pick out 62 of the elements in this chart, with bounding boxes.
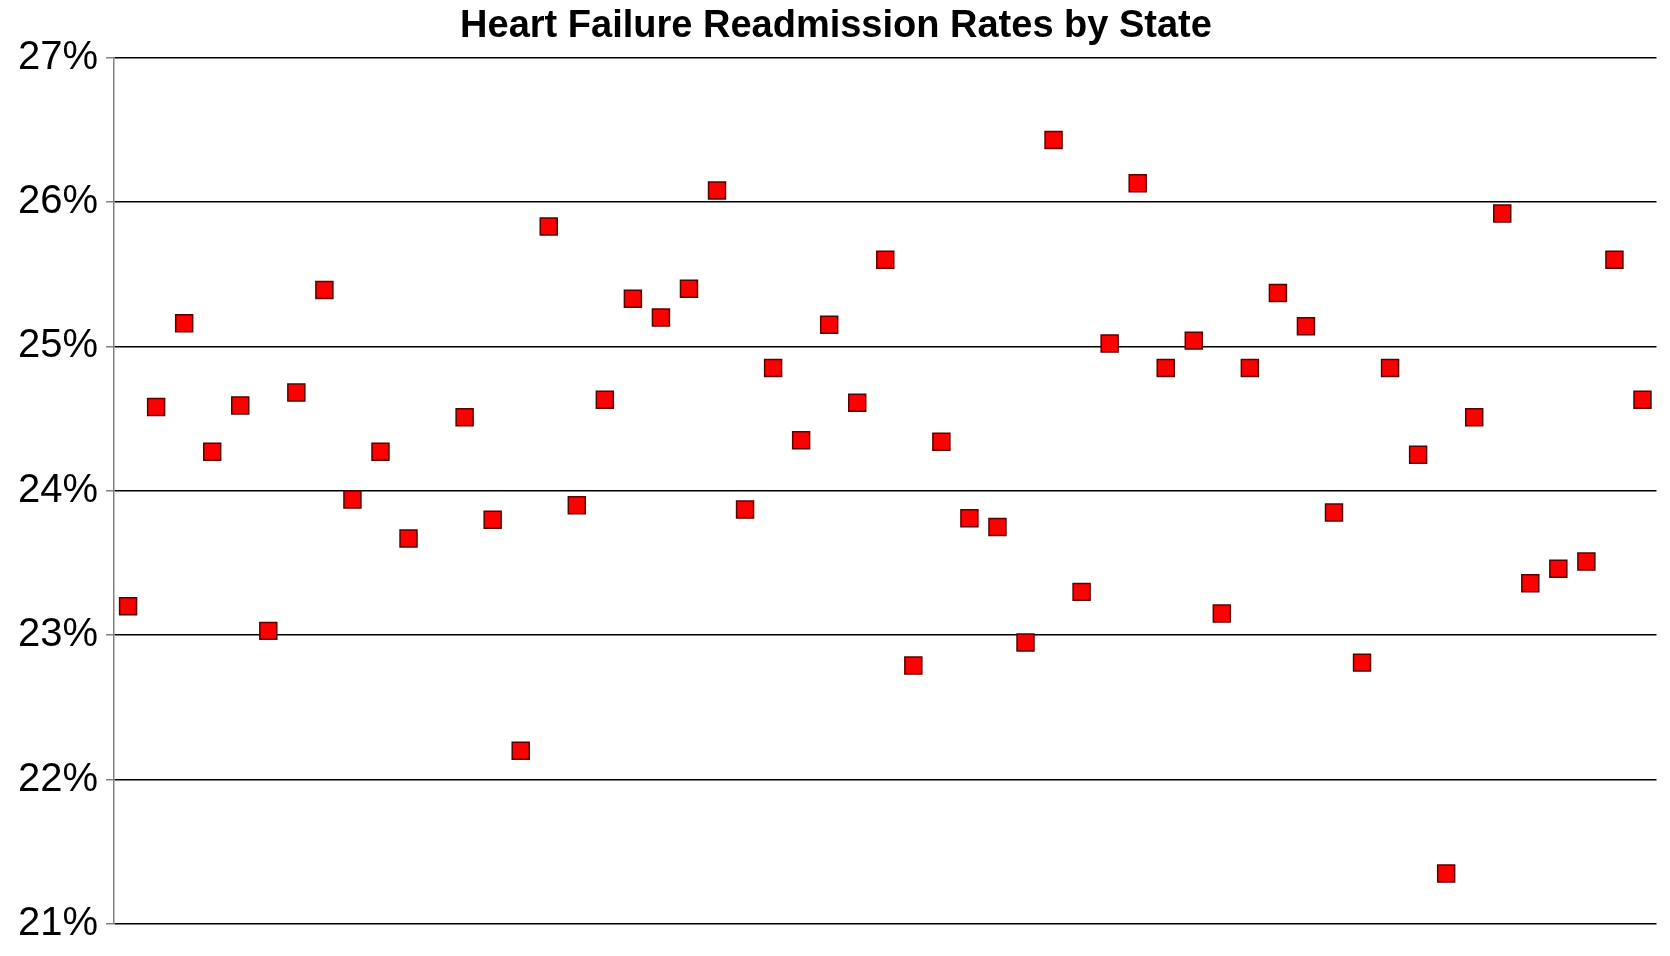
point (1352, 653, 1372, 672)
point (343, 490, 362, 509)
point (623, 289, 643, 308)
point (819, 315, 839, 334)
point (511, 741, 530, 760)
point (1521, 573, 1540, 593)
point (1044, 130, 1063, 150)
point (1072, 582, 1091, 602)
point (287, 383, 306, 402)
point (1436, 864, 1456, 883)
point (932, 432, 951, 451)
point (735, 500, 755, 519)
point (371, 442, 390, 462)
point (455, 407, 474, 427)
point (1464, 407, 1484, 427)
point (202, 442, 222, 462)
point (1268, 283, 1288, 303)
point (1296, 316, 1316, 336)
point (904, 656, 923, 675)
point (118, 597, 138, 616)
point (1493, 204, 1512, 223)
point (707, 181, 727, 200)
point (1633, 390, 1652, 410)
point (1549, 559, 1568, 579)
point (988, 517, 1007, 537)
point (174, 314, 194, 333)
point (1100, 334, 1119, 353)
point (483, 510, 502, 529)
point (259, 621, 278, 641)
point (1240, 358, 1260, 378)
y-tick-label: 23% (18, 610, 99, 655)
point (399, 529, 418, 548)
point (315, 280, 334, 300)
point (651, 308, 671, 327)
point (595, 390, 615, 410)
point (1324, 503, 1344, 522)
y-tick-label: 21% (18, 899, 99, 944)
chart-title: Heart Failure Readmission Rates by State (460, 3, 1212, 46)
point (231, 396, 250, 415)
y-tick-label: 24% (18, 465, 99, 510)
point (1016, 633, 1035, 652)
point (960, 509, 979, 528)
point (1605, 250, 1624, 269)
point (1380, 358, 1400, 378)
point (1408, 445, 1428, 464)
point (791, 431, 811, 450)
y-tick-label: 22% (18, 754, 99, 799)
y-tick-label: 27% (18, 32, 99, 77)
point (567, 496, 587, 515)
point (876, 250, 895, 269)
point (679, 279, 699, 298)
point (1184, 331, 1203, 350)
point (1212, 604, 1232, 623)
point (1128, 173, 1147, 193)
point (539, 217, 558, 236)
y-tick-label: 25% (18, 321, 99, 366)
y-tick-label: 26% (18, 177, 99, 222)
point (848, 393, 867, 412)
point (763, 358, 783, 378)
point (1156, 358, 1175, 378)
point (1577, 552, 1596, 571)
point (146, 397, 166, 417)
